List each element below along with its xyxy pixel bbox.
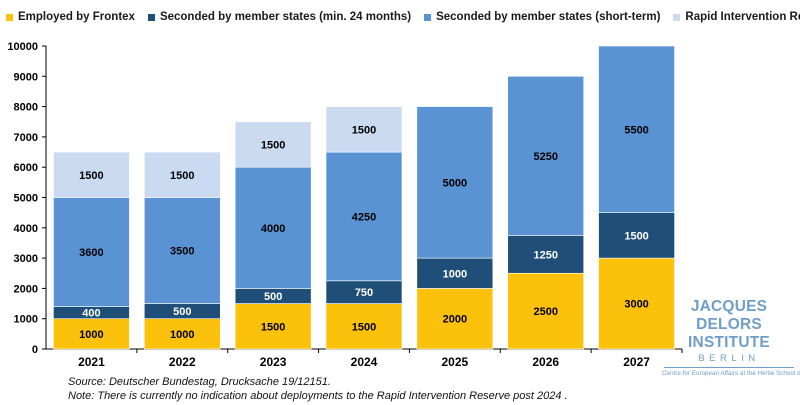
legend-swatch-seconded-short	[424, 13, 432, 21]
data-label: 2000	[443, 314, 467, 326]
bar-segment	[416, 257, 494, 289]
y-tick-label: 0	[32, 344, 38, 356]
bar-segment	[507, 76, 585, 236]
data-label: 3600	[79, 247, 103, 259]
bar-segment	[143, 151, 221, 198]
legend-swatch-rapid	[673, 13, 681, 21]
y-tick-label: 7000	[14, 132, 38, 144]
bar-segment	[416, 288, 494, 350]
footnote: Note: There is currently no indication a…	[68, 390, 568, 402]
bar-segment	[507, 235, 585, 274]
x-tick-label: 2024	[351, 355, 378, 369]
y-tick-label: 10000	[7, 41, 38, 53]
data-label: 4000	[261, 223, 285, 235]
bar-segment	[234, 303, 312, 350]
data-label: 1250	[533, 249, 557, 261]
logo-rule	[664, 367, 794, 368]
legend: Employed by Frontex Seconded by member s…	[6, 8, 800, 26]
bar-segment	[53, 151, 130, 198]
x-tick-label: 2022	[169, 355, 196, 369]
legend-item-rapid: Rapid Intervention Reserve	[673, 11, 800, 23]
bar-segment	[53, 197, 130, 307]
x-tick-label: 2025	[442, 355, 469, 369]
data-label: 1500	[352, 321, 376, 333]
data-label: 750	[355, 287, 373, 299]
data-label: 2500	[533, 306, 557, 318]
x-tick-label: 2026	[532, 355, 559, 369]
bar-segment	[143, 318, 221, 350]
bar-segment	[325, 151, 403, 282]
bar-segment	[598, 212, 675, 259]
x-tick-label: 2021	[78, 355, 105, 369]
bar-segment	[598, 257, 675, 350]
data-label: 4250	[352, 211, 376, 223]
legend-swatch-seconded-long	[147, 13, 155, 21]
data-label: 1500	[352, 124, 376, 136]
bar-segment	[325, 303, 403, 350]
data-label: 1500	[261, 139, 285, 151]
y-tick-label: 9000	[14, 71, 38, 83]
data-label: 5500	[624, 124, 648, 136]
y-tick-label: 1000	[14, 314, 38, 326]
legend-item-seconded-short: Seconded by member states (short-term)	[424, 11, 660, 23]
data-label: 500	[173, 306, 191, 318]
legend-label-seconded-long: Seconded by member states (min. 24 month…	[159, 11, 412, 23]
data-label: 1500	[170, 170, 194, 182]
x-tick-label: 2027	[623, 355, 650, 369]
bar-segment	[416, 106, 494, 259]
bar-segment	[507, 272, 585, 350]
institute-logo: JACQUES DELORS INSTITUTE BERLIN Centre f…	[662, 298, 800, 377]
data-label: 1000	[79, 329, 103, 341]
data-label: 5000	[443, 177, 467, 189]
logo-title: JACQUES DELORS INSTITUTE	[688, 298, 770, 351]
y-tick-label: 8000	[14, 102, 38, 114]
legend-label-rapid: Rapid Intervention Reserve	[685, 11, 800, 23]
legend-item-employed: Employed by Frontex	[6, 11, 135, 23]
x-tick-label: 2023	[260, 355, 287, 369]
legend-item-seconded-long: Seconded by member states (min. 24 month…	[147, 11, 412, 23]
source-note: Source: Deutscher Bundestag, Drucksache …	[68, 376, 331, 388]
legend-label-seconded-short: Seconded by member states (short-term)	[436, 11, 661, 23]
y-tick-label: 4000	[14, 223, 38, 235]
bar-segment	[325, 106, 403, 153]
data-label: 5250	[533, 151, 557, 163]
bar-segment	[598, 45, 675, 213]
logo-subtitle: BERLIN	[698, 353, 760, 364]
data-label: 1500	[261, 321, 285, 333]
legend-label-employed: Employed by Frontex	[18, 11, 135, 23]
data-label: 500	[264, 291, 282, 303]
data-label: 400	[82, 308, 100, 320]
data-label: 3000	[624, 299, 648, 311]
y-tick-label: 3000	[14, 253, 38, 265]
legend-swatch-employed	[6, 13, 13, 21]
data-label: 1500	[624, 230, 648, 242]
y-tick-label: 2000	[14, 283, 38, 295]
y-tick-label: 6000	[14, 162, 38, 174]
data-label: 3500	[170, 246, 194, 258]
data-label: 1500	[79, 170, 103, 182]
data-label: 1000	[443, 268, 467, 280]
bar-segment	[143, 197, 221, 304]
bar-segment	[53, 318, 130, 350]
data-label: 1000	[170, 329, 194, 341]
bar-segment	[234, 121, 312, 168]
y-tick-label: 5000	[14, 193, 38, 205]
logo-tagline: Centre for European Affairs at the Herti…	[662, 370, 800, 377]
